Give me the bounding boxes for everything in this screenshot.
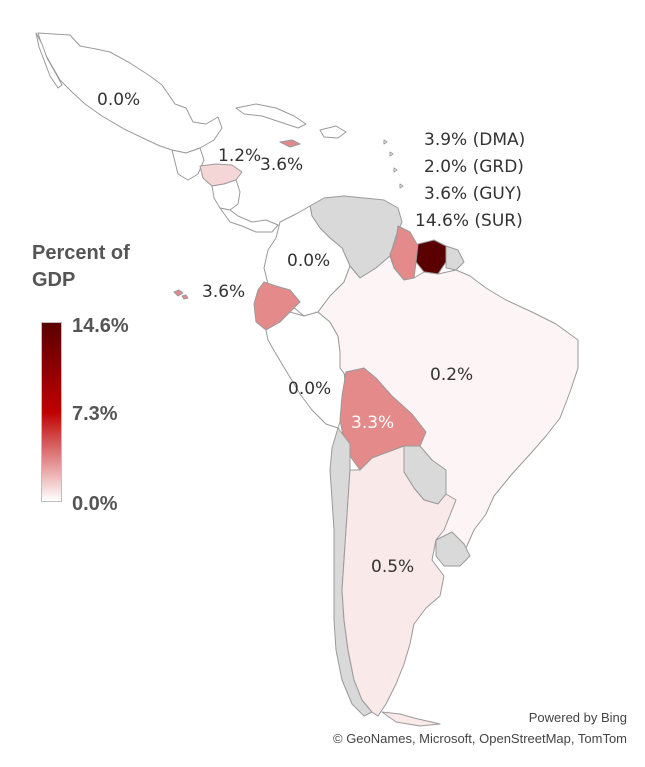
country-french-guiana — [445, 245, 465, 271]
country-suriname — [415, 239, 447, 275]
islands-galapagos — [173, 289, 189, 300]
country-cuba — [235, 103, 307, 129]
country-costa-rica-panama — [219, 207, 279, 233]
label-dominica: 3.9% (DMA) — [424, 130, 526, 150]
credit-powered-by: Powered by Bing — [528, 710, 627, 725]
country-mexico — [37, 32, 223, 154]
country-argentina — [341, 445, 457, 717]
country-uruguay — [435, 531, 471, 567]
label-argentina: 0.5% — [371, 557, 415, 577]
legend-title-line2: GDP — [32, 269, 76, 291]
legend-color-scale — [41, 322, 62, 502]
label-brazil: 0.2% — [430, 365, 474, 385]
islands-antilles — [383, 139, 404, 189]
country-nicaragua — [211, 179, 241, 211]
label-guyana: 3.6% (GUY) — [424, 184, 522, 204]
credit-attribution: © GeoNames, Microsoft, OpenStreetMap, To… — [333, 731, 627, 746]
country-hispaniola — [319, 125, 347, 139]
label-suriname: 14.6% (SUR) — [415, 211, 523, 231]
label-peru: 0.0% — [288, 379, 332, 399]
legend-title: Percent of GDP — [32, 240, 142, 294]
country-mexico-baja — [35, 32, 63, 89]
label-grenada: 2.0% (GRD) — [424, 157, 524, 177]
label-mexico: 0.0% — [97, 90, 141, 110]
country-tierra-del-fuego — [381, 711, 441, 727]
label-colombia: 0.0% — [287, 251, 331, 271]
label-honduras: 1.2% — [218, 146, 262, 166]
country-guatemala — [171, 147, 205, 181]
country-jamaica — [279, 139, 301, 148]
legend-min-label: 0.0% — [72, 493, 118, 515]
label-galapagos: 3.6% — [202, 282, 246, 302]
legend-title-line1: Percent of — [32, 242, 130, 264]
legend-max-label: 14.6% — [72, 315, 129, 337]
label-jamaica: 3.6% — [260, 155, 304, 175]
legend-mid-label: 7.3% — [72, 403, 118, 425]
label-bolivia: 3.3% — [351, 413, 395, 433]
